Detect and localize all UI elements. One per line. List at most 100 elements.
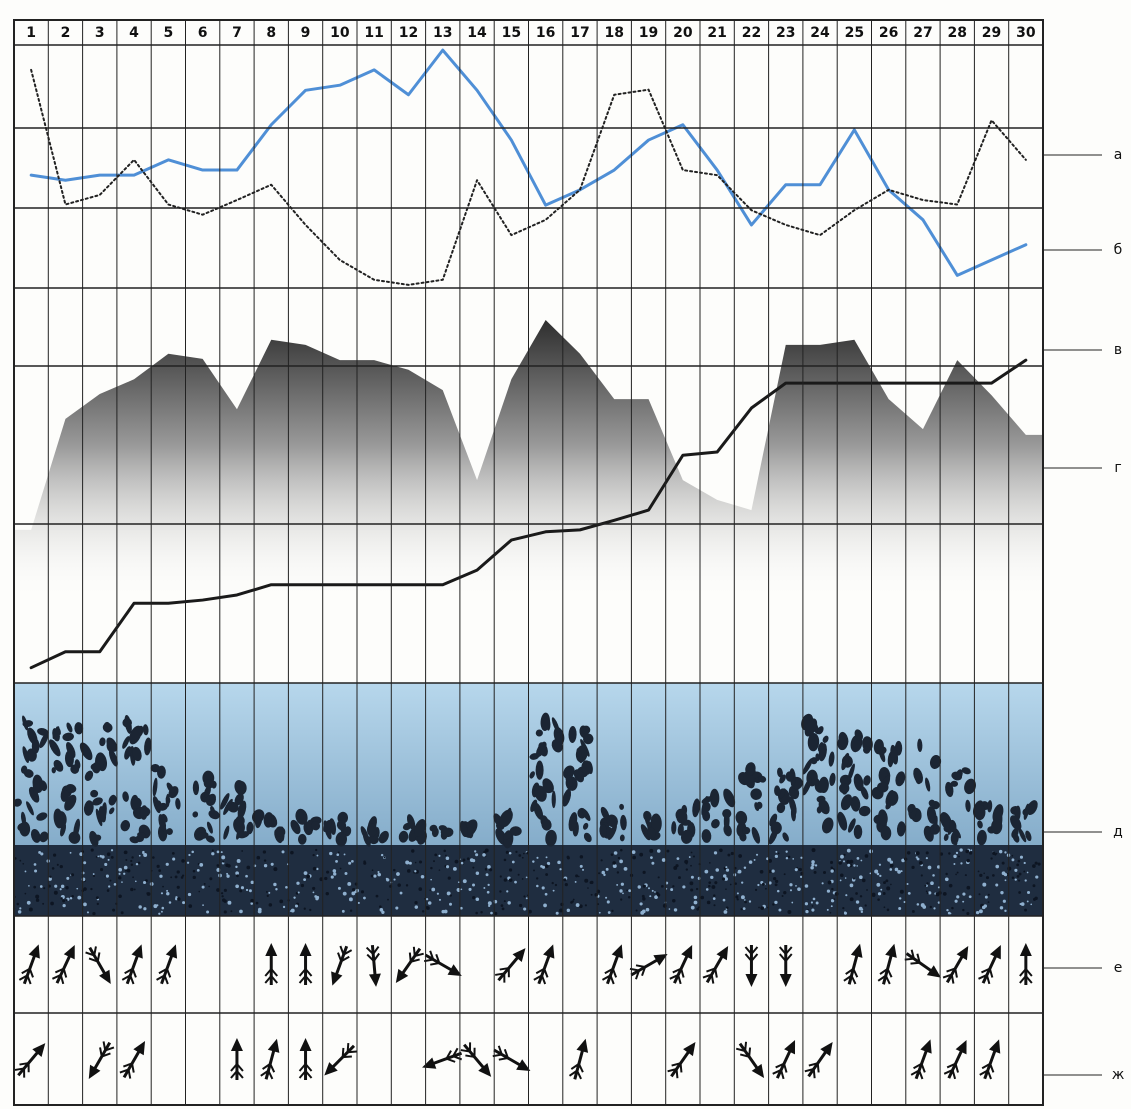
ground-speck — [279, 899, 284, 904]
plankton-blob — [583, 832, 592, 843]
plankton-blob — [758, 775, 767, 783]
ground-speck — [49, 875, 52, 878]
ground-speck — [852, 877, 855, 880]
ground-speck — [1018, 891, 1021, 894]
arrow-feather — [341, 1047, 352, 1059]
ground-speck — [789, 889, 793, 892]
plankton-blob — [756, 801, 763, 810]
wind-arrow — [460, 1042, 492, 1077]
ground-speck — [430, 878, 432, 881]
wind-arrow — [85, 946, 111, 985]
ground-speck — [783, 873, 786, 876]
ground-speck — [831, 887, 834, 891]
ground-speck — [106, 889, 110, 892]
ground-speck — [566, 908, 571, 913]
ground-speck — [95, 856, 98, 858]
ground-speck — [995, 864, 1000, 869]
arrow-head — [988, 1039, 1001, 1054]
ground-speck — [28, 885, 30, 887]
ground-speck — [133, 888, 136, 891]
ground-speck — [678, 876, 681, 880]
ground-speck — [268, 891, 271, 894]
ground-speck — [601, 870, 605, 875]
row-label: б — [1114, 242, 1123, 258]
row-label: ж — [1112, 1067, 1125, 1083]
ground-speck — [826, 908, 829, 911]
ground-speck — [774, 900, 778, 904]
plankton-blob — [237, 831, 250, 839]
column-label: 27 — [913, 25, 932, 41]
ground-speck — [999, 906, 1004, 910]
ground-speck — [584, 878, 589, 883]
ground-speck — [95, 896, 99, 900]
plankton-blob — [782, 832, 789, 842]
column-label: 29 — [982, 25, 1001, 41]
ground-speck — [842, 906, 845, 910]
row-label: в — [1114, 342, 1122, 358]
ground-speck — [488, 904, 491, 908]
ground-speck — [598, 872, 601, 875]
ground-speck — [632, 855, 637, 860]
arrow-feather — [877, 974, 891, 985]
ground-speck — [955, 851, 959, 855]
plankton-blob — [535, 760, 544, 780]
ground-speck — [956, 871, 959, 874]
arrow-feather — [946, 967, 958, 978]
ground-speck — [489, 868, 493, 872]
ground-speck — [639, 852, 644, 857]
ground-speck — [519, 903, 523, 908]
ground-speck — [421, 910, 425, 913]
plankton-blob — [130, 797, 142, 809]
ground-speck — [954, 899, 958, 903]
ground-speck — [876, 882, 881, 887]
ground-speck — [468, 887, 472, 891]
plankton-blob — [568, 725, 577, 743]
ground-speck — [192, 875, 196, 880]
ground-speck — [776, 889, 780, 893]
plankton-blob — [926, 806, 937, 824]
plankton-blob — [39, 831, 49, 843]
ground-speck — [979, 873, 983, 878]
ground-speck — [962, 900, 965, 903]
plankton-blob — [676, 808, 688, 823]
ground-speck — [734, 882, 737, 885]
column-label: 30 — [1016, 25, 1036, 41]
ground-speck — [1016, 863, 1020, 867]
ground-speck — [110, 855, 114, 859]
ground-speck — [847, 863, 851, 867]
ground-speck — [449, 902, 453, 906]
plankton-blob — [701, 829, 712, 843]
ground-speck — [966, 885, 971, 890]
ground-speck — [858, 875, 863, 880]
ground-speck — [387, 898, 389, 901]
ground-speck — [992, 851, 996, 855]
ground-speck — [984, 895, 988, 899]
ground-speck — [713, 851, 718, 855]
ground-speck — [764, 887, 767, 890]
plankton-blob — [735, 810, 748, 825]
arrow-feather — [1019, 968, 1033, 977]
ground-speck — [438, 869, 441, 871]
ground-speck — [379, 908, 384, 912]
plankton-blob — [509, 826, 522, 836]
ground-speck — [19, 859, 22, 862]
plankton-blob — [788, 796, 797, 815]
ground-speck — [469, 858, 474, 862]
ground-speck — [97, 855, 100, 858]
ground-speck — [622, 892, 624, 895]
plankton-blob — [108, 749, 118, 767]
ground-speck — [787, 855, 791, 859]
plankton-blob — [619, 834, 625, 842]
ground-speck — [452, 866, 457, 871]
ground-speck — [830, 899, 835, 903]
wind-arrow — [843, 943, 863, 985]
ground-speck — [1011, 876, 1015, 880]
ground-speck — [446, 865, 450, 869]
ground-speck — [722, 874, 727, 878]
ground-speck — [38, 851, 41, 854]
ground-speck — [1017, 859, 1021, 863]
ground-speck — [357, 901, 360, 904]
ground-speck — [395, 906, 399, 910]
ground-speck — [792, 858, 795, 860]
ground-speck — [768, 869, 772, 874]
